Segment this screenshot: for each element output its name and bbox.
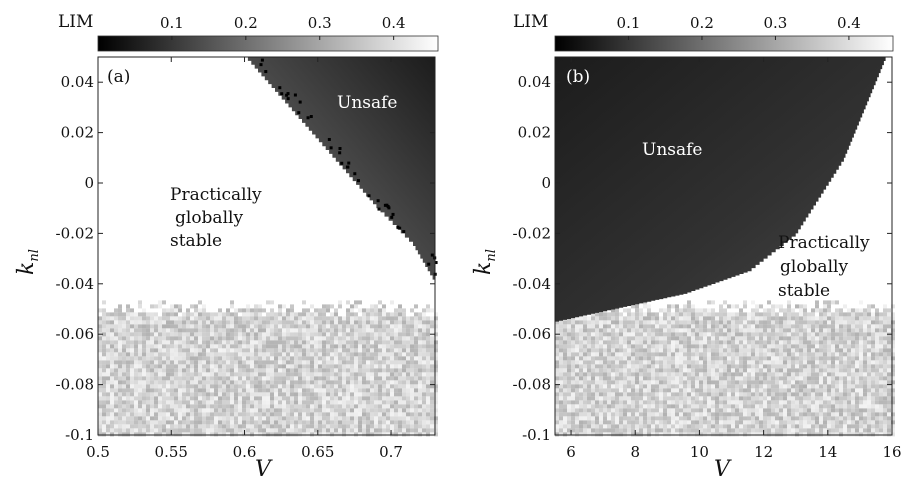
x-tick-label-b-2: 10 — [690, 443, 709, 461]
x-tick-label-a-4: 0.7 — [379, 443, 403, 461]
x-tick-label-b-1: 8 — [630, 443, 640, 461]
x-tick-label-b-4: 14 — [818, 443, 837, 461]
annotation-stable-a-line1: Practically — [170, 185, 262, 205]
x-tick-label-a-1: 0.55 — [155, 443, 188, 461]
colorbar-tick-label-b-1: 0.2 — [690, 14, 714, 32]
annotation-stable-b-line1: Practically — [778, 233, 870, 253]
panel-a: LIM 0.1 0.2 0.3 0.4 0.5 0.55 0.6 0.65 0.70.040.… — [14, 12, 439, 482]
x-axis-label-b: V — [714, 457, 732, 482]
y-tick-label-b-5: -0.06 — [513, 325, 551, 343]
x-tick-label-a-2: 0.6 — [233, 443, 257, 461]
y-axis-label-b: knl — [471, 249, 499, 275]
annotation-stable-b-line3: stable — [778, 281, 830, 301]
x-tick-label-b-5: 16 — [882, 443, 901, 461]
plot-frame-b — [554, 56, 893, 436]
x-tick-label-a-0: 0.5 — [86, 443, 110, 461]
colorbar-gradient-a — [97, 35, 439, 52]
panel-label-a: (a) — [107, 67, 130, 87]
colorbar-tick-label-a-0: 0.1 — [160, 14, 184, 32]
colorbar-tick-label-b-3: 0.4 — [837, 14, 861, 32]
colorbar-tick-label-b-2: 0.3 — [764, 14, 788, 32]
y-tick-label-b-6: -0.08 — [513, 376, 551, 394]
colorbar-title-b: LIM — [513, 12, 548, 32]
y-tick-label-b-4: -0.04 — [513, 275, 551, 293]
y-tick-label-a-7: -0.1 — [65, 426, 94, 444]
y-tick-label-b-2: 0 — [541, 174, 551, 192]
colorbar-tick-label-a-2: 0.3 — [308, 14, 332, 32]
annotation-unsafe-a: Unsafe — [337, 93, 398, 113]
x-tick-label-b-3: 12 — [754, 443, 773, 461]
y-tick-label-b-3: -0.02 — [513, 224, 551, 242]
unsafe-polygon-a — [244, 57, 435, 284]
colorbar-tick-label-b-0: 0.1 — [617, 14, 641, 32]
panel-b: LIM 0.1 0.2 0.3 0.4 6 8 10 12 14 16 0.04 0.02 0 -0.0… — [471, 12, 902, 482]
y-tick-label-a-4: -0.04 — [56, 275, 94, 293]
annotation-stable-b-line2: globally — [780, 257, 848, 277]
annotation-unsafe-b: Unsafe — [642, 140, 703, 160]
colorbar-tick-label-a-1: 0.2 — [234, 14, 258, 32]
colorbar-gradient-b — [554, 35, 894, 52]
unsafe-polygon-b — [555, 57, 886, 322]
colorbar-title-a: LIM — [58, 12, 93, 32]
colorbar-tick-label-a-3: 0.4 — [382, 14, 406, 32]
y-axis-label-a: knl — [14, 249, 42, 275]
plot-frame-a — [97, 56, 436, 436]
x-tick-label-a-3: 0.65 — [301, 443, 334, 461]
x-tick-label-b-0: 6 — [566, 443, 576, 461]
panel-label-b: (b) — [566, 67, 590, 87]
colorbar-a: LIM 0.1 0.2 0.3 0.4 — [58, 12, 439, 52]
plot-area-b: 6 8 10 12 14 16 0.04 0.02 0 -0.02 -0.04 -0.06 -0.08 -… — [513, 56, 902, 461]
y-tick-label-b-1: 0.02 — [518, 124, 551, 142]
y-tick-label-a-6: -0.08 — [56, 376, 94, 394]
y-tick-label-b-0: 0.04 — [518, 73, 551, 91]
colorbar-b: LIM 0.1 0.2 0.3 0.4 — [513, 12, 894, 52]
y-tick-label-a-3: -0.02 — [56, 224, 94, 242]
y-tick-label-a-2: 0 — [84, 174, 94, 192]
annotation-stable-a-line2: globally — [175, 208, 243, 228]
annotation-stable-a-line3: stable — [170, 231, 222, 251]
plot-area-a: 0.5 0.55 0.6 0.65 0.7 0.04 0.02 0 -0.02 -0.04 -0.0… — [56, 56, 438, 461]
x-axis-label-a: V — [255, 457, 273, 482]
y-tick-label-a-5: -0.06 — [56, 325, 94, 343]
y-tick-label-a-1: 0.02 — [61, 124, 94, 142]
y-tick-label-b-7: -0.1 — [522, 426, 551, 444]
y-tick-label-a-0: 0.04 — [61, 73, 94, 91]
unsafe-region-b — [555, 57, 886, 322]
